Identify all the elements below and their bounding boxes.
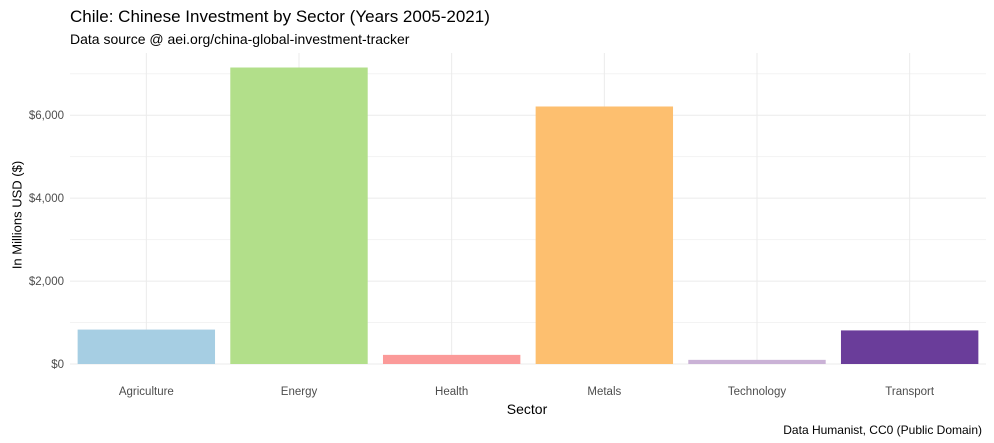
y-tick-label: $2,000 [29,276,64,288]
bar-energy [230,67,368,364]
x-tick-label: Energy [281,386,318,398]
y-tick-labels: $0 $2,000 $4,000 $6,000 [29,110,64,371]
bar-agriculture [77,329,216,364]
chart-title: Chile: Chinese Investment by Sector (Yea… [70,7,490,26]
y-tick-label: $6,000 [29,110,64,122]
y-tick-label: $0 [51,359,64,371]
x-tick-label: Metals [587,386,621,398]
x-axis-label: Sector [506,401,548,417]
grid-lines [70,53,986,365]
x-tick-label: Technology [728,386,786,398]
bars [77,67,979,364]
bar-metals [535,106,674,364]
bar-technology [688,359,826,364]
chart-subtitle: Data source @ aei.org/china-global-inves… [70,31,410,47]
bar-transport [840,330,979,364]
x-tick-label: Health [435,386,468,398]
x-tick-label: Transport [885,386,935,398]
y-tick-label: $4,000 [29,193,64,205]
x-tick-labels: Agriculture Energy Health Metals Technology T… [119,386,935,398]
chart-caption: Data Humanist, CC0 (Public Domain) [783,423,982,437]
bar-health [382,354,521,364]
x-tick-label: Agriculture [119,386,174,398]
